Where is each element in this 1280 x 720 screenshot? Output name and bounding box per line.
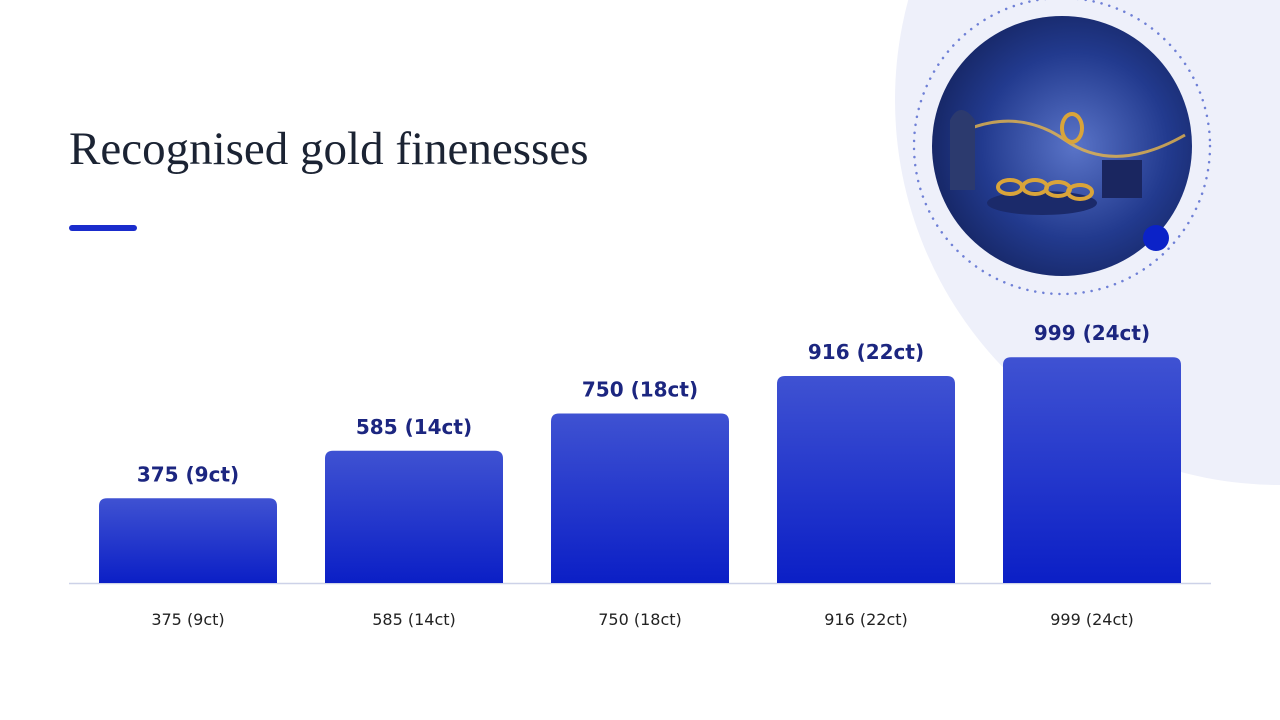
photo-person (950, 110, 975, 190)
value-label: 375 (9ct) (137, 462, 239, 486)
photo-rings (996, 112, 1094, 201)
bar (1003, 357, 1181, 583)
bar (99, 498, 277, 583)
value-label: 585 (14ct) (356, 415, 472, 439)
x-tick-label: 916 (22ct) (824, 610, 908, 629)
chart-title: Recognised gold finenesses (69, 123, 589, 175)
x-tick-label: 999 (24ct) (1050, 610, 1134, 629)
value-label: 999 (24ct) (1034, 321, 1150, 345)
bar (777, 375, 955, 583)
x-tick-label: 375 (9ct) (151, 610, 224, 629)
photo-detail (1102, 160, 1142, 198)
photo (932, 16, 1192, 276)
x-tick-label: 750 (18ct) (598, 610, 682, 629)
value-label: 750 (18ct) (582, 378, 698, 402)
title-underline (69, 225, 137, 231)
dotted-ring (912, 0, 1212, 296)
bar (325, 450, 503, 583)
bar (551, 413, 729, 583)
value-label: 916 (22ct) (808, 340, 924, 364)
accent-dot (1143, 225, 1169, 251)
x-tick-label: 585 (14ct) (372, 610, 456, 629)
